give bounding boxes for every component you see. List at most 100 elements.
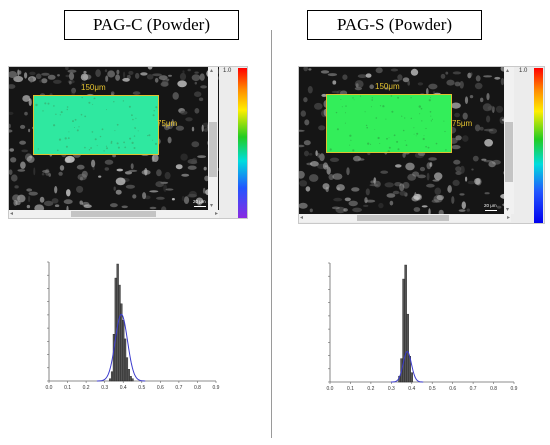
particle-grain (392, 190, 400, 195)
particle-grain (459, 193, 465, 196)
particle-grain (125, 184, 135, 189)
particle-grain (24, 72, 28, 79)
histogram-bar (127, 369, 130, 382)
histogram-bar (404, 264, 407, 383)
particle-grain (67, 69, 77, 73)
particle-grain (475, 75, 481, 82)
particle-grain (171, 198, 175, 201)
speckle-dot (428, 99, 431, 102)
particle-grain (53, 79, 62, 84)
particle-grain (121, 205, 128, 209)
histogram-bar (398, 375, 401, 383)
speckle-dot (366, 126, 368, 129)
particle-grain (474, 178, 481, 185)
speckle-dot (365, 124, 368, 127)
particle-grain (9, 169, 13, 175)
scroll-down-arrow-icon[interactable]: ▾ (506, 207, 510, 213)
particle-grain (65, 67, 69, 71)
particle-grain (452, 71, 462, 75)
particle-grain (299, 144, 305, 148)
speckle-dot (113, 101, 115, 103)
right-vertical-scroll-thumb[interactable] (505, 122, 513, 182)
left-roi-map[interactable] (33, 95, 159, 155)
left-horizontal-scrollbar[interactable]: ◂ ▸ (9, 210, 219, 218)
particle-grain (194, 81, 197, 85)
particle-grain (163, 184, 168, 192)
particle-grain (147, 67, 153, 70)
left-horizontal-scroll-thumb[interactable] (71, 211, 156, 217)
speckle-dot (68, 131, 70, 133)
left-vertical-scroll-thumb[interactable] (209, 122, 217, 177)
right-vertical-scrollbar[interactable]: ▴ ▾ (504, 67, 514, 214)
particle-grain (10, 157, 17, 163)
particle-grain (17, 194, 26, 203)
particle-grain (64, 157, 71, 163)
right-roi-map[interactable] (326, 94, 452, 153)
particle-grain (194, 71, 199, 74)
particle-grain (363, 204, 369, 207)
scroll-up-arrow-icon[interactable]: ▴ (506, 68, 510, 74)
particle-grain (13, 199, 18, 206)
speckle-dot (425, 127, 427, 130)
speckle-dot (137, 130, 139, 132)
speckle-dot (148, 134, 151, 137)
particle-grain (177, 80, 187, 88)
speckle-dot (430, 120, 432, 122)
particle-grain (191, 126, 195, 132)
particle-grain (51, 198, 59, 204)
particle-grain (123, 71, 126, 79)
scroll-down-arrow-icon[interactable]: ▾ (210, 203, 214, 209)
speckle-dot (84, 146, 86, 149)
speckle-dot (349, 144, 351, 146)
speckle-dot (367, 142, 370, 145)
particle-grain (33, 167, 36, 176)
speckle-dot (134, 127, 136, 129)
histogram-bar (125, 357, 129, 382)
scroll-right-arrow-icon[interactable]: ▸ (506, 215, 510, 221)
right-width-label: 150μm (375, 82, 400, 91)
speckle-dot (88, 101, 91, 104)
particle-grain (454, 112, 460, 118)
particle-grain (446, 79, 455, 86)
left-vertical-scrollbar[interactable]: ▴ ▾ (208, 67, 218, 210)
scroll-up-arrow-icon[interactable]: ▴ (210, 68, 214, 74)
particle-grain (187, 159, 197, 164)
particle-grain (191, 141, 200, 148)
particle-grain (181, 195, 185, 201)
right-colorbar (534, 68, 543, 223)
particle-grain (83, 70, 87, 74)
particle-grain (158, 75, 168, 81)
particle-grain (299, 180, 308, 187)
particle-grain (354, 80, 364, 89)
particle-grain (47, 74, 56, 80)
scroll-right-arrow-icon[interactable]: ▸ (214, 211, 218, 217)
particle-grain (161, 206, 167, 210)
scroll-left-arrow-icon[interactable]: ◂ (300, 215, 304, 221)
speckle-dot (388, 137, 390, 139)
particle-grain (201, 124, 204, 132)
particle-grain (459, 81, 464, 89)
particle-grain (494, 76, 501, 80)
histogram-bar (112, 334, 116, 382)
particle-grain (180, 153, 188, 161)
particle-grain (113, 186, 116, 191)
speckle-dot (96, 145, 98, 147)
right-horizontal-scrollbar[interactable]: ◂ ▸ (299, 214, 511, 222)
particle-grain (428, 83, 438, 90)
right-horizontal-scroll-thumb[interactable] (357, 215, 449, 221)
particle-grain (28, 128, 31, 133)
particle-grain (187, 68, 191, 72)
particle-grain (167, 122, 174, 130)
scroll-left-arrow-icon[interactable]: ◂ (10, 211, 14, 217)
particle-grain (426, 88, 429, 96)
right-title: PAG-S (Powder) (307, 10, 482, 40)
particle-grain (175, 125, 184, 131)
particle-grain (299, 170, 305, 179)
speckle-dot (345, 105, 347, 107)
histogram-bar (410, 372, 413, 383)
speckle-dot (404, 117, 406, 119)
particle-grain (445, 71, 449, 75)
particle-grain (164, 171, 171, 180)
particle-grain (65, 74, 70, 78)
particle-grain (378, 202, 384, 209)
